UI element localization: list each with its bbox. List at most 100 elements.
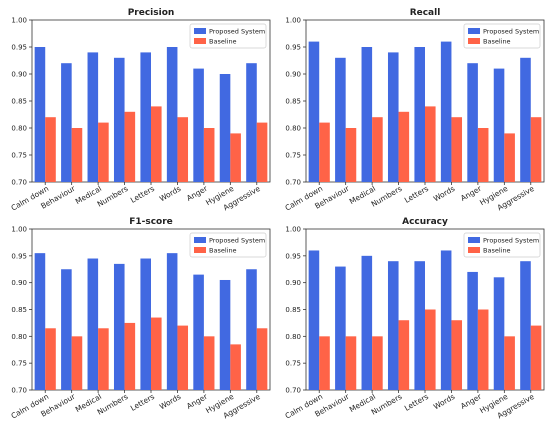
legend-box bbox=[463, 232, 541, 258]
bar-baseline-anger bbox=[203, 128, 215, 182]
bar-baseline-letters bbox=[425, 309, 436, 390]
bar-proposed-system-medical bbox=[87, 52, 99, 183]
bar-proposed-system-hygiene bbox=[493, 68, 505, 182]
legend-swatch bbox=[194, 38, 206, 44]
y-tick-label: 0.90 bbox=[11, 71, 27, 79]
legend-label: Baseline bbox=[209, 38, 237, 46]
chart-panel-f1-score: F1-score0.700.750.800.850.900.951.00Calm… bbox=[9, 217, 271, 421]
y-tick-label: 0.75 bbox=[285, 360, 301, 368]
x-tick-label: Words bbox=[158, 392, 183, 411]
bar-proposed-system-behaviour bbox=[61, 63, 72, 183]
legend-swatch bbox=[194, 247, 206, 253]
bar-baseline-hygiene bbox=[504, 133, 515, 182]
bar-baseline-aggressive bbox=[256, 122, 268, 182]
bar-proposed-system-numbers bbox=[113, 263, 125, 390]
bar-proposed-system-calm-down bbox=[34, 253, 46, 390]
y-tick-label: 0.70 bbox=[11, 387, 27, 395]
legend-swatch bbox=[468, 38, 480, 44]
bar-baseline-medical bbox=[98, 328, 109, 390]
bar-baseline-aggressive bbox=[256, 328, 268, 390]
legend-box bbox=[189, 23, 267, 49]
bar-proposed-system-words bbox=[166, 253, 178, 390]
y-tick-label: 0.90 bbox=[11, 279, 27, 287]
legend-box bbox=[463, 23, 541, 49]
y-tick-label: 0.75 bbox=[285, 152, 301, 160]
bar-baseline-hygiene bbox=[504, 336, 515, 390]
bar-proposed-system-words bbox=[440, 41, 452, 182]
chart-title: F1-score bbox=[129, 217, 173, 227]
y-tick-label: 0.80 bbox=[285, 333, 301, 341]
y-tick-label: 0.70 bbox=[11, 179, 27, 187]
bar-baseline-numbers bbox=[124, 111, 136, 182]
bar-proposed-system-letters bbox=[140, 258, 151, 390]
bar-proposed-system-anger bbox=[193, 68, 204, 182]
bar-proposed-system-medical bbox=[87, 258, 99, 390]
legend-label: Proposed System bbox=[483, 28, 539, 36]
chart-title: Accuracy bbox=[402, 217, 448, 227]
bar-proposed-system-hygiene bbox=[493, 277, 505, 390]
bar-baseline-aggressive bbox=[530, 117, 542, 182]
bar-baseline-numbers bbox=[124, 322, 136, 390]
bar-baseline-anger bbox=[477, 309, 489, 390]
y-tick-label: 0.75 bbox=[11, 152, 27, 160]
bar-baseline-letters bbox=[151, 317, 162, 390]
y-tick-label: 0.90 bbox=[285, 279, 301, 287]
y-tick-label: 0.85 bbox=[285, 306, 301, 314]
legend-label: Proposed System bbox=[483, 237, 539, 245]
y-tick-label: 0.90 bbox=[285, 71, 301, 79]
bar-proposed-system-hygiene bbox=[219, 279, 231, 390]
bar-baseline-anger bbox=[203, 336, 215, 390]
legend-label: Baseline bbox=[209, 247, 237, 255]
bar-baseline-words bbox=[177, 325, 189, 390]
x-tick-label: Letters bbox=[129, 392, 156, 413]
bar-proposed-system-aggressive bbox=[246, 269, 257, 390]
x-tick-label: Letters bbox=[129, 184, 156, 205]
y-tick-label: 0.85 bbox=[285, 98, 301, 106]
bar-baseline-behaviour bbox=[345, 128, 357, 182]
bar-proposed-system-numbers bbox=[387, 261, 399, 390]
bar-baseline-behaviour bbox=[71, 128, 83, 182]
bar-proposed-system-behaviour bbox=[61, 269, 72, 390]
bar-proposed-system-behaviour bbox=[335, 57, 346, 182]
y-tick-label: 0.95 bbox=[285, 44, 301, 52]
bar-proposed-system-medical bbox=[361, 47, 373, 182]
bar-proposed-system-anger bbox=[467, 63, 478, 183]
bar-baseline-behaviour bbox=[71, 336, 83, 390]
y-tick-label: 0.95 bbox=[11, 44, 27, 52]
bar-baseline-behaviour bbox=[345, 336, 357, 390]
bar-baseline-calm-down bbox=[45, 117, 56, 182]
x-tick-label: Letters bbox=[403, 184, 430, 205]
legend-label: Baseline bbox=[483, 247, 511, 255]
legend-label: Baseline bbox=[483, 38, 511, 46]
legend-swatch bbox=[468, 247, 480, 253]
y-tick-label: 0.75 bbox=[11, 360, 27, 368]
legend-swatch bbox=[468, 237, 480, 243]
y-tick-label: 0.70 bbox=[285, 179, 301, 187]
y-tick-label: 0.85 bbox=[11, 306, 27, 314]
bar-proposed-system-numbers bbox=[387, 52, 399, 183]
bar-proposed-system-hygiene bbox=[219, 74, 231, 182]
bar-baseline-medical bbox=[98, 122, 109, 182]
bar-baseline-words bbox=[451, 320, 463, 390]
x-tick-label: Letters bbox=[403, 392, 430, 413]
x-tick-label: Words bbox=[158, 184, 183, 203]
bar-baseline-calm-down bbox=[45, 328, 56, 390]
bar-baseline-calm-down bbox=[319, 122, 330, 182]
legend-swatch bbox=[194, 28, 206, 34]
y-tick-label: 0.80 bbox=[11, 333, 27, 341]
bar-proposed-system-letters bbox=[414, 261, 425, 390]
chart-title: Recall bbox=[410, 8, 441, 18]
bar-proposed-system-behaviour bbox=[335, 266, 346, 390]
y-tick-label: 0.85 bbox=[11, 98, 27, 106]
bar-baseline-letters bbox=[151, 106, 162, 182]
x-tick-label: Words bbox=[432, 184, 457, 203]
chart-title: Precision bbox=[128, 8, 175, 18]
y-tick-label: 1.00 bbox=[11, 17, 27, 25]
bar-baseline-calm-down bbox=[319, 336, 330, 390]
legend-box bbox=[189, 232, 267, 258]
legend-label: Proposed System bbox=[209, 237, 265, 245]
bar-baseline-numbers bbox=[398, 111, 410, 182]
bar-baseline-letters bbox=[425, 106, 436, 182]
bar-proposed-system-calm-down bbox=[34, 47, 46, 182]
